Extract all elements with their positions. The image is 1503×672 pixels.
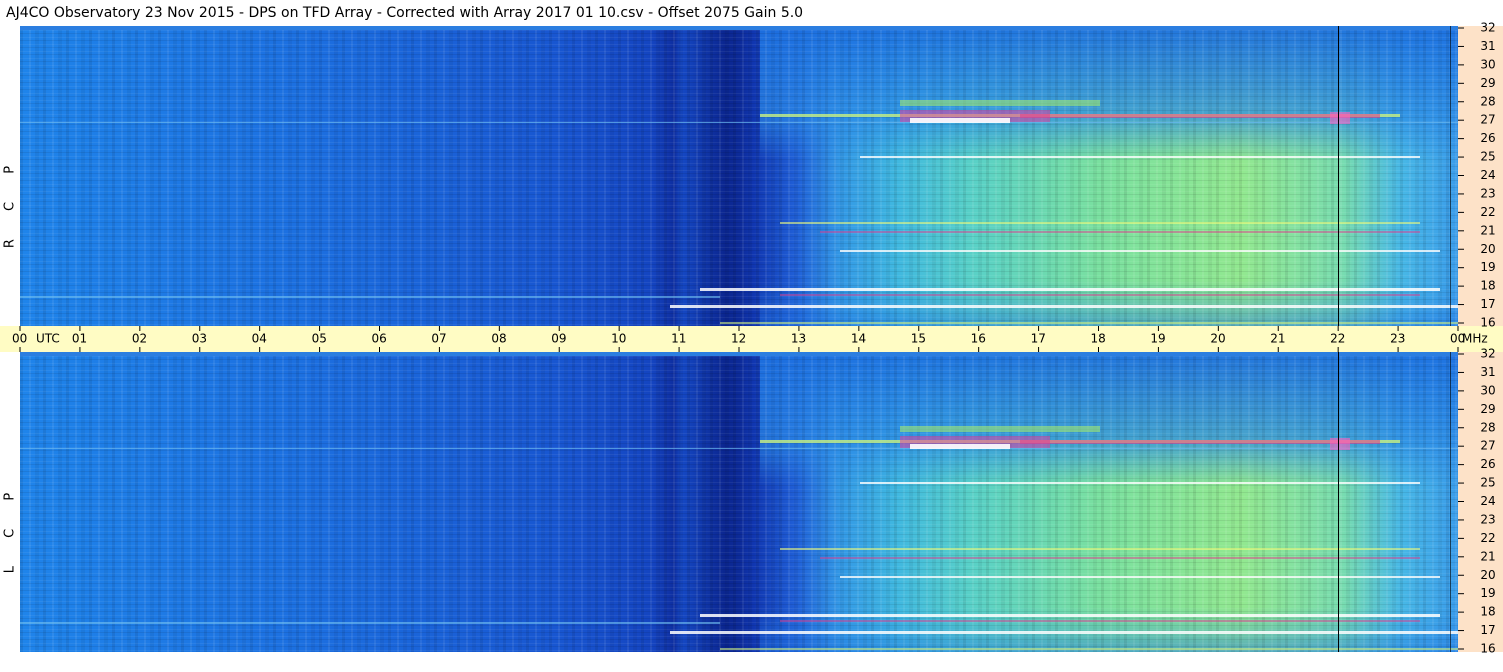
freq-label: 16 xyxy=(1480,642,1495,656)
freq-label: 27 xyxy=(1480,113,1495,127)
time-label: 19 xyxy=(1150,332,1165,346)
rcp-spectrogram xyxy=(20,26,1460,326)
freq-label: 29 xyxy=(1480,402,1495,416)
time-label: 06 xyxy=(372,332,387,346)
freq-label: 26 xyxy=(1480,131,1495,145)
freq-label: 16 xyxy=(1480,316,1495,330)
time-label: 00 xyxy=(1450,332,1465,346)
time-label: 20 xyxy=(1210,332,1225,346)
freq-label: 23 xyxy=(1480,512,1495,526)
freq-label: 25 xyxy=(1480,476,1495,490)
freq-label: 19 xyxy=(1480,586,1495,600)
time-label: 07 xyxy=(431,332,446,346)
time-label: 10 xyxy=(611,332,626,346)
time-label: 01 xyxy=(72,332,87,346)
time-label: 22 xyxy=(1330,332,1345,346)
time-label: 13 xyxy=(791,332,806,346)
freq-axis-top xyxy=(1458,26,1503,326)
time-label: 12 xyxy=(731,332,746,346)
freq-label: 27 xyxy=(1480,439,1495,453)
time-label: 08 xyxy=(491,332,506,346)
freq-label: 29 xyxy=(1480,76,1495,90)
time-label: 14 xyxy=(851,332,866,346)
time-label: 23 xyxy=(1390,332,1405,346)
time-label: 00 xyxy=(12,332,27,346)
panel-label: R C P xyxy=(3,154,18,248)
freq-label: 21 xyxy=(1480,549,1495,563)
time-label: 11 xyxy=(671,332,686,346)
freq-label: 25 xyxy=(1480,150,1495,164)
freq-label: 19 xyxy=(1480,260,1495,274)
freq-label: 30 xyxy=(1480,383,1495,397)
time-label: 02 xyxy=(132,332,147,346)
window-title: AJ4CO Observatory 23 Nov 2015 - DPS on T… xyxy=(6,5,803,21)
freq-label: 28 xyxy=(1480,94,1495,108)
time-label: 03 xyxy=(192,332,207,346)
freq-label: 20 xyxy=(1480,242,1495,256)
freq-label: 18 xyxy=(1480,279,1495,293)
utc-label: UTC xyxy=(36,332,60,346)
time-label: 18 xyxy=(1091,332,1106,346)
panel-label: L C P xyxy=(3,481,18,573)
freq-label: 31 xyxy=(1480,39,1495,53)
title-bar xyxy=(0,0,1503,26)
freq-label: 24 xyxy=(1480,494,1495,508)
freq-label: 24 xyxy=(1480,168,1495,182)
freq-label: 20 xyxy=(1480,568,1495,582)
freq-label: 23 xyxy=(1480,186,1495,200)
time-label: 09 xyxy=(551,332,566,346)
unit-label: MHz xyxy=(1462,332,1488,346)
lcp-spectrogram xyxy=(20,352,1460,652)
freq-label: 17 xyxy=(1480,297,1495,311)
time-label: 05 xyxy=(312,332,327,346)
freq-label: 21 xyxy=(1480,223,1495,237)
freq-label: 28 xyxy=(1480,420,1495,434)
freq-label: 18 xyxy=(1480,605,1495,619)
time-label: 15 xyxy=(911,332,926,346)
bottom-margin xyxy=(0,652,1503,672)
freq-label: 22 xyxy=(1480,531,1495,545)
freq-label: 32 xyxy=(1480,347,1495,361)
time-label: 17 xyxy=(1031,332,1046,346)
freq-label: 31 xyxy=(1480,365,1495,379)
time-label: 21 xyxy=(1270,332,1285,346)
freq-label: 26 xyxy=(1480,457,1495,471)
time-label: 16 xyxy=(971,332,986,346)
freq-label: 22 xyxy=(1480,205,1495,219)
freq-label: 30 xyxy=(1480,57,1495,71)
freq-label: 17 xyxy=(1480,623,1495,637)
freq-label: 32 xyxy=(1480,21,1495,35)
freq-axis-bottom xyxy=(1458,352,1503,652)
time-axis-bar xyxy=(0,326,1503,352)
time-label: 04 xyxy=(252,332,267,346)
